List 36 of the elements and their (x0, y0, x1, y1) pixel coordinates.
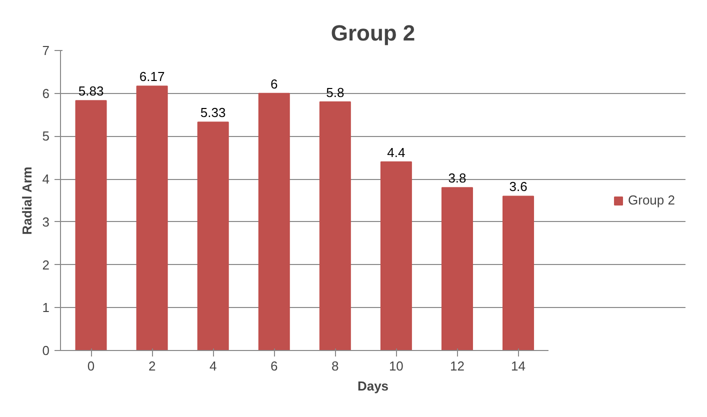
x-tick-label: 2 (148, 358, 156, 374)
x-tick-label: 8 (332, 358, 339, 374)
bar (258, 92, 290, 350)
data-label: 5.33 (200, 105, 226, 120)
x-tick-label: 14 (511, 358, 526, 374)
data-label: 3.8 (448, 170, 466, 186)
y-tick-label: 0 (42, 343, 50, 358)
bar (380, 161, 412, 350)
bar (441, 187, 473, 350)
data-label: 5.8 (326, 84, 344, 100)
y-tick-label: 3 (42, 214, 50, 230)
bar (502, 196, 534, 350)
y-tick-label: 7 (42, 43, 50, 58)
bar (75, 100, 107, 350)
chart-title: Group 2 (330, 20, 416, 46)
x-tick-label: 0 (87, 358, 95, 374)
data-label: 5.83 (78, 84, 104, 99)
data-label: 6.17 (139, 69, 165, 84)
x-tick-label: 10 (388, 358, 404, 374)
y-tick-label: 5 (42, 128, 50, 144)
x-axis-title: Days (357, 378, 389, 394)
y-tick-label: 2 (42, 257, 50, 272)
data-label: 3.6 (509, 179, 528, 194)
y-axis-title: Radial Arm (19, 166, 34, 235)
legend-label: Group 2 (628, 192, 675, 208)
data-label: 4.4 (387, 144, 406, 160)
bar (319, 101, 351, 350)
x-tick-label: 6 (270, 358, 278, 374)
y-tick-label: 1 (42, 300, 50, 316)
x-tick-label: 4 (209, 358, 217, 374)
bar (136, 86, 168, 350)
y-tick-label: 6 (42, 86, 50, 101)
data-label: 6 (270, 76, 278, 92)
x-tick-label: 12 (450, 358, 464, 374)
bar (197, 122, 229, 350)
y-tick-label: 4 (42, 172, 50, 187)
